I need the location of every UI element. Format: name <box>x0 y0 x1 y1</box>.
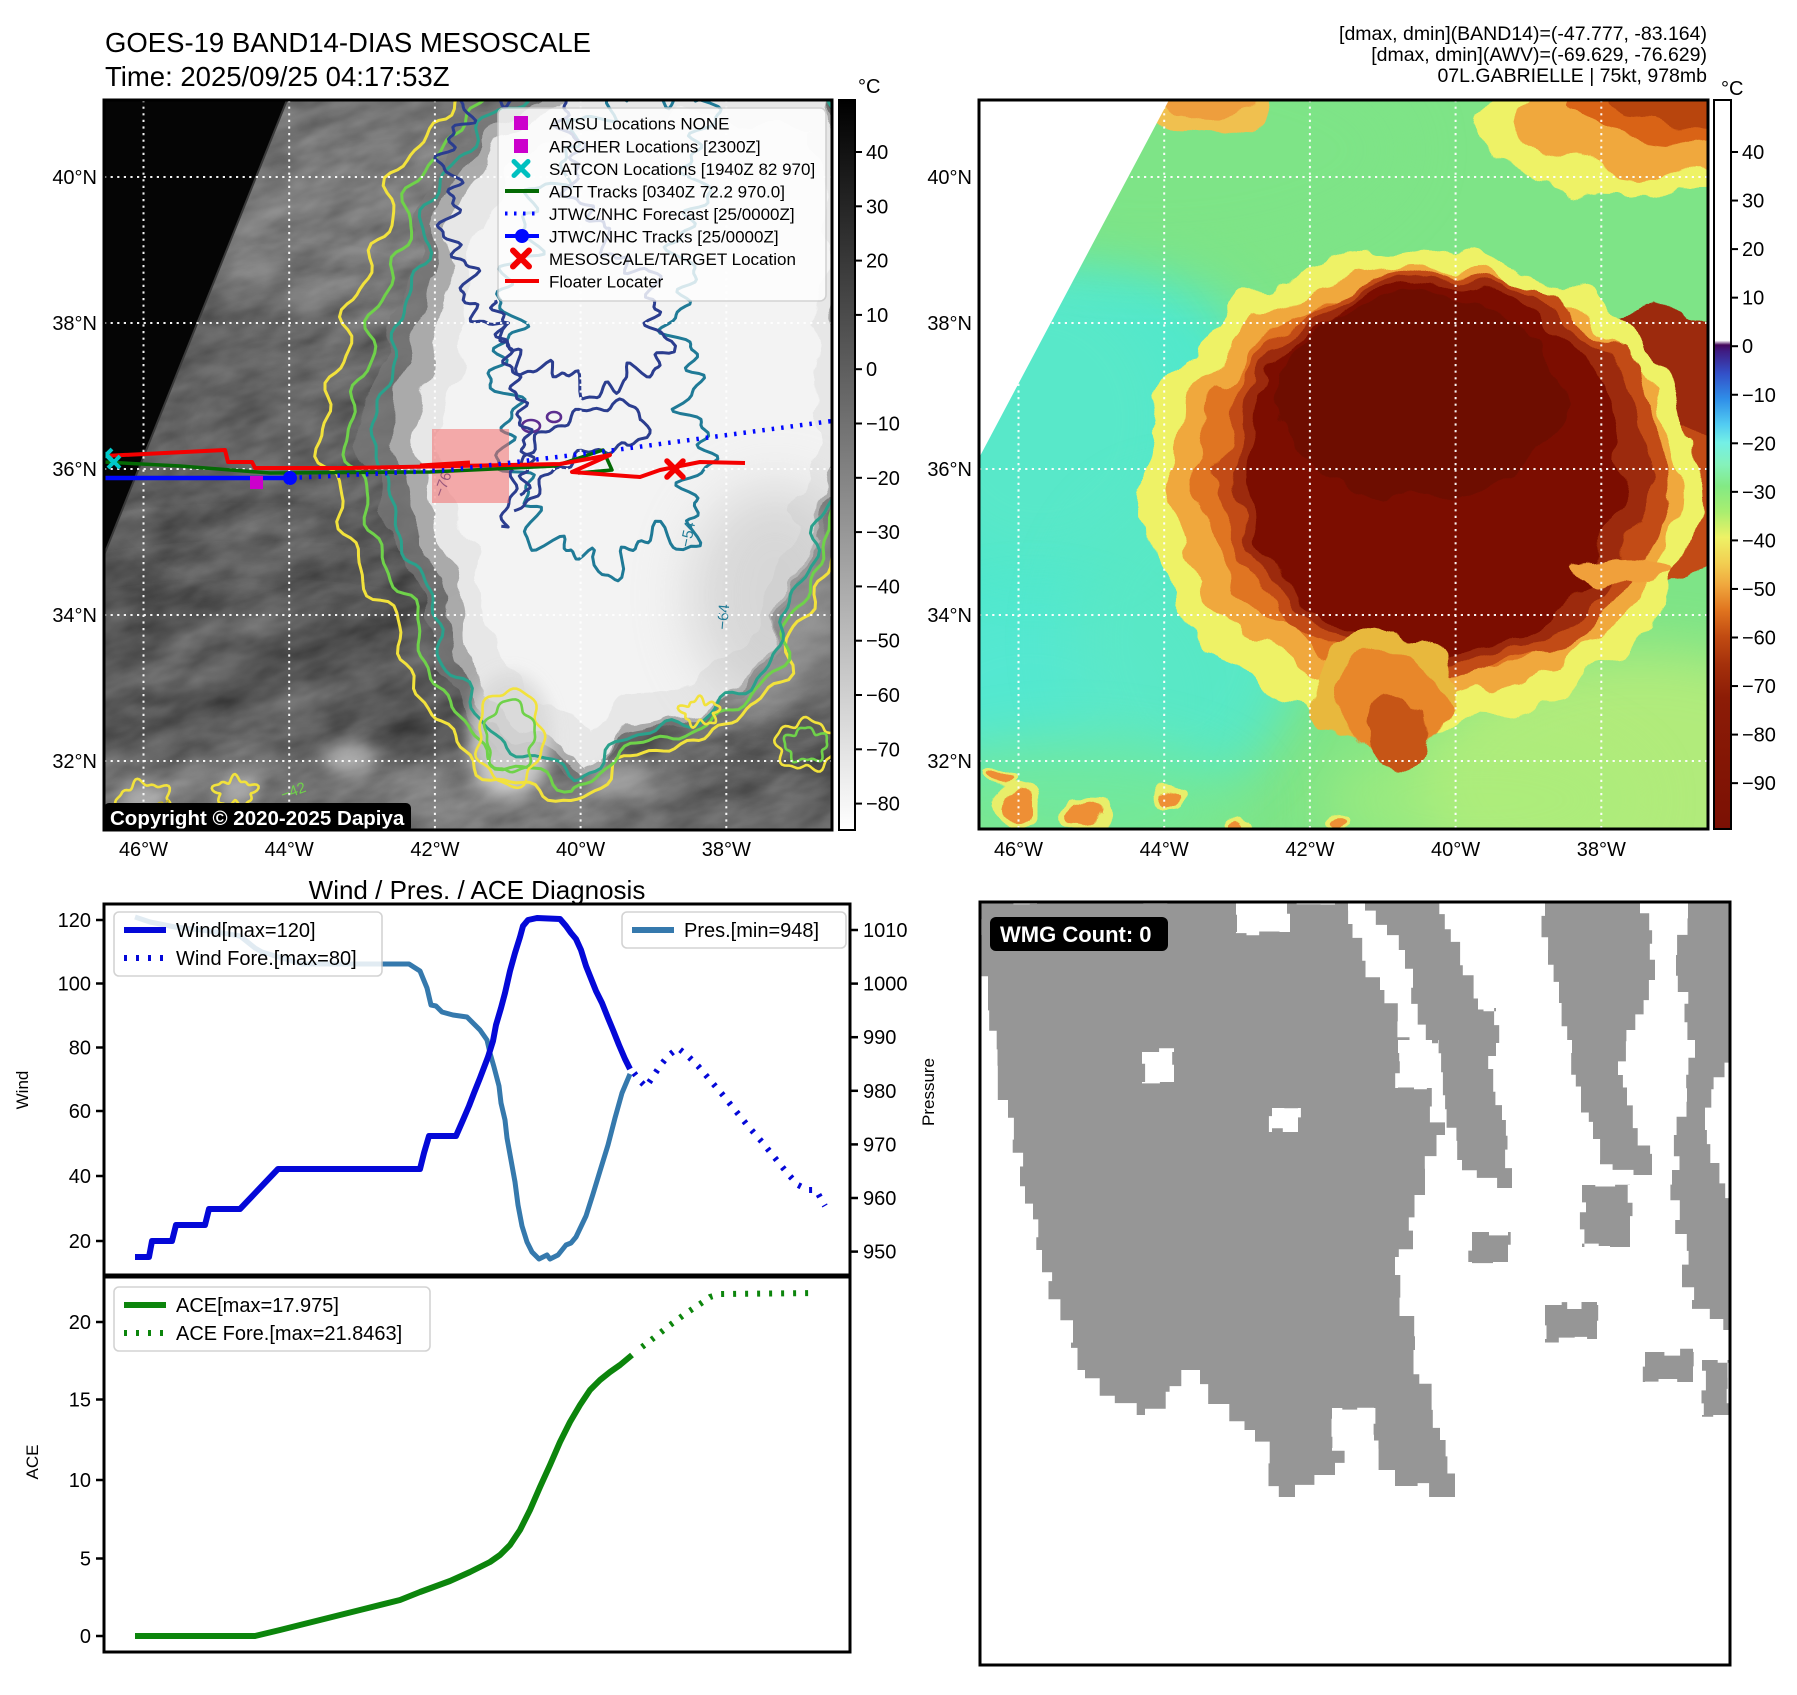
svg-text:−30: −30 <box>866 522 900 544</box>
svg-text:38°W: 38°W <box>702 839 751 861</box>
svg-text:Wind Fore.[max=80]: Wind Fore.[max=80] <box>176 948 357 970</box>
svg-text:44°W: 44°W <box>1140 839 1189 861</box>
svg-text:1010: 1010 <box>863 920 908 942</box>
svg-text:40°N: 40°N <box>927 167 972 189</box>
svg-text:20: 20 <box>1742 239 1764 261</box>
svg-text:Copyright © 2020-2025 Dapiya: Copyright © 2020-2025 Dapiya <box>110 807 405 830</box>
svg-text:WMG Count: 0: WMG Count: 0 <box>1000 922 1152 947</box>
svg-text:°C: °C <box>858 76 880 98</box>
svg-text:40°N: 40°N <box>52 167 97 189</box>
svg-text:[dmax, dmin](BAND14)=(-47.777,: [dmax, dmin](BAND14)=(-47.777, -83.164) <box>1339 23 1707 45</box>
svg-text:[dmax, dmin](AWV)=(-69.629, -7: [dmax, dmin](AWV)=(-69.629, -76.629) <box>1371 44 1707 66</box>
svg-text:40°W: 40°W <box>1431 839 1480 861</box>
svg-text:Pres.[min=948]: Pres.[min=948] <box>684 920 819 942</box>
svg-text:80: 80 <box>69 1038 91 1060</box>
svg-text:−54: −54 <box>677 520 699 548</box>
svg-text:ACE Fore.[max=21.8463]: ACE Fore.[max=21.8463] <box>176 1323 402 1345</box>
svg-text:36°N: 36°N <box>927 459 972 481</box>
svg-text:−60: −60 <box>1742 628 1776 650</box>
svg-text:JTWC/NHC Tracks [25/0000Z]: JTWC/NHC Tracks [25/0000Z] <box>549 228 779 247</box>
svg-text:950: 950 <box>863 1242 896 1264</box>
svg-text:−60: −60 <box>866 685 900 707</box>
svg-text:Pressure: Pressure <box>919 1058 938 1126</box>
svg-text:Wind / Pres. / ACE Diagnosis: Wind / Pres. / ACE Diagnosis <box>309 875 646 905</box>
svg-text:120: 120 <box>58 910 91 932</box>
svg-text:−90: −90 <box>1742 773 1776 795</box>
svg-text:20: 20 <box>69 1231 91 1253</box>
svg-text:07L.GABRIELLE | 75kt, 978mb: 07L.GABRIELLE | 75kt, 978mb <box>1437 65 1707 87</box>
svg-text:38°N: 38°N <box>52 313 97 335</box>
svg-text:40: 40 <box>866 142 888 164</box>
svg-text:0: 0 <box>80 1626 91 1648</box>
svg-text:42°W: 42°W <box>1285 839 1334 861</box>
svg-text:ADT Tracks [0340Z 72.2 970.0]: ADT Tracks [0340Z 72.2 970.0] <box>549 183 785 202</box>
svg-text:0: 0 <box>866 359 877 381</box>
svg-text:980: 980 <box>863 1081 896 1103</box>
svg-text:46°W: 46°W <box>994 839 1043 861</box>
svg-text:Time: 2025/09/25 04:17:53Z: Time: 2025/09/25 04:17:53Z <box>105 61 450 92</box>
svg-text:970: 970 <box>863 1134 896 1156</box>
svg-text:30: 30 <box>866 196 888 218</box>
svg-text:1000: 1000 <box>863 974 908 996</box>
svg-text:990: 990 <box>863 1027 896 1049</box>
svg-text:5: 5 <box>80 1549 91 1571</box>
svg-text:Wind: Wind <box>13 1071 32 1110</box>
svg-text:960: 960 <box>863 1188 896 1210</box>
svg-text:38°N: 38°N <box>927 313 972 335</box>
svg-text:°C: °C <box>1721 78 1743 100</box>
svg-text:Floater Locater: Floater Locater <box>549 273 664 292</box>
svg-text:30: 30 <box>1742 191 1764 213</box>
svg-text:−80: −80 <box>1742 725 1776 747</box>
svg-text:40°W: 40°W <box>556 839 605 861</box>
svg-text:−80: −80 <box>866 794 900 816</box>
svg-text:−64: −64 <box>714 604 733 631</box>
svg-text:60: 60 <box>69 1101 91 1123</box>
svg-text:15: 15 <box>69 1390 91 1412</box>
svg-text:10: 10 <box>69 1470 91 1492</box>
svg-text:32°N: 32°N <box>52 751 97 773</box>
svg-text:−70: −70 <box>866 739 900 761</box>
svg-text:Wind[max=120]: Wind[max=120] <box>176 920 316 942</box>
svg-text:20: 20 <box>866 251 888 273</box>
svg-text:100: 100 <box>58 974 91 996</box>
svg-text:−40: −40 <box>866 576 900 598</box>
svg-text:ACE: ACE <box>23 1445 42 1480</box>
svg-text:−20: −20 <box>1742 433 1776 455</box>
svg-text:42°W: 42°W <box>410 839 459 861</box>
svg-text:−10: −10 <box>1742 385 1776 407</box>
svg-text:36°N: 36°N <box>52 459 97 481</box>
svg-text:−50: −50 <box>866 631 900 653</box>
svg-text:JTWC/NHC Forecast [25/0000Z]: JTWC/NHC Forecast [25/0000Z] <box>549 205 795 224</box>
svg-text:MESOSCALE/TARGET Location: MESOSCALE/TARGET Location <box>549 250 796 269</box>
svg-text:−40: −40 <box>1742 530 1776 552</box>
svg-text:20: 20 <box>69 1312 91 1334</box>
svg-text:−20: −20 <box>866 468 900 490</box>
svg-text:GOES-19 BAND14-DIAS MESOSCALE: GOES-19 BAND14-DIAS MESOSCALE <box>105 27 591 58</box>
svg-text:ACE[max=17.975]: ACE[max=17.975] <box>176 1295 339 1317</box>
svg-text:40: 40 <box>69 1166 91 1188</box>
svg-text:10: 10 <box>1742 288 1764 310</box>
svg-text:AMSU Locations NONE: AMSU Locations NONE <box>549 115 729 134</box>
svg-text:−30: −30 <box>1742 482 1776 504</box>
svg-text:10: 10 <box>866 305 888 327</box>
svg-text:34°N: 34°N <box>52 605 97 627</box>
svg-text:46°W: 46°W <box>119 839 168 861</box>
svg-text:−50: −50 <box>1742 579 1776 601</box>
svg-text:32°N: 32°N <box>927 751 972 773</box>
svg-text:44°W: 44°W <box>265 839 314 861</box>
svg-text:40: 40 <box>1742 142 1764 164</box>
svg-text:−70: −70 <box>1742 676 1776 698</box>
svg-text:38°W: 38°W <box>1577 839 1626 861</box>
svg-text:0: 0 <box>1742 336 1753 358</box>
svg-text:ARCHER Locations [2300Z]: ARCHER Locations [2300Z] <box>549 138 761 157</box>
svg-text:34°N: 34°N <box>927 605 972 627</box>
svg-text:−10: −10 <box>866 414 900 436</box>
svg-text:SATCON Locations [1940Z 82 970: SATCON Locations [1940Z 82 970] <box>549 160 815 179</box>
